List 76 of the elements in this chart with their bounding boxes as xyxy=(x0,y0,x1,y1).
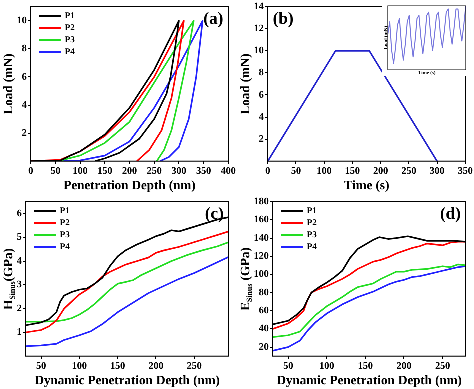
x-tick-label: 0 xyxy=(266,166,270,177)
legend-label: P2 xyxy=(307,217,318,228)
y-tick-label: 120 xyxy=(254,251,269,262)
x-tick-label: 50 xyxy=(36,360,46,372)
annotation: (b) xyxy=(273,8,294,28)
y-tick-label: 2 xyxy=(22,128,27,139)
y-tick-label: 20 xyxy=(259,342,269,353)
y-tick-label: 2 xyxy=(17,303,22,314)
legend-label: P1 xyxy=(65,10,76,20)
x-tick-label: 300 xyxy=(430,166,445,177)
y-tick-label: 140 xyxy=(254,232,269,244)
x-tick-label: 250 xyxy=(402,166,417,177)
y-tick-label: 60 xyxy=(259,306,269,317)
x-tick-label: 150 xyxy=(110,360,126,372)
x-tick-label: 150 xyxy=(358,360,374,372)
y-tick-label: 8 xyxy=(22,44,27,55)
y-tick-label: 80 xyxy=(259,287,269,298)
x-tick-label: 50 xyxy=(291,166,302,177)
x-axis-title: Penetration Depth (nm) xyxy=(64,178,196,193)
y-tick-label: 100 xyxy=(254,269,269,280)
y-tick-label: 180 xyxy=(254,196,269,208)
y-tick-label: 2 xyxy=(259,134,264,145)
y-tick-label: 10 xyxy=(254,46,264,57)
x-tick-label: 0 xyxy=(28,166,34,177)
x-tick-label: 250 xyxy=(435,360,450,372)
legend-label: P1 xyxy=(60,205,70,216)
x-tick-label: 100 xyxy=(72,166,88,177)
x-axis-title: Dynamic Penetration Depth (nm) xyxy=(34,372,220,388)
y-tick-label: 14 xyxy=(254,2,264,13)
legend-label: P2 xyxy=(65,22,76,32)
x-tick-label: 100 xyxy=(316,166,332,177)
y-tick-label: 4 xyxy=(259,112,264,123)
x-tick-label: 350 xyxy=(196,166,212,177)
x-axis-title: Dynamic Penetration Depth (nm) xyxy=(276,372,462,388)
legend-label: P3 xyxy=(307,229,318,240)
y-tick-label: 4 xyxy=(22,100,27,111)
x-tick-label: 150 xyxy=(345,166,360,177)
legend-label: P2 xyxy=(60,217,70,228)
x-tick-label: 200 xyxy=(373,166,388,177)
annotation: (c) xyxy=(205,204,224,223)
x-tick-label: 50 xyxy=(50,166,61,177)
x-tick-label: 350 xyxy=(458,166,473,177)
x-tick-label: 50 xyxy=(283,360,294,372)
legend-label: P4 xyxy=(307,241,318,252)
y-axis-title: Load (mN) xyxy=(237,54,252,115)
annotation: (a) xyxy=(204,8,224,28)
x-tick-label: 100 xyxy=(320,360,335,372)
y-tick-label: 3 xyxy=(17,280,22,291)
x-tick-label: 300 xyxy=(172,166,187,177)
legend-label: P3 xyxy=(60,229,70,240)
y-axis-title: Load (mN) xyxy=(0,54,16,115)
y-tick-label: 6 xyxy=(17,208,22,220)
legend-label: P3 xyxy=(65,34,76,44)
x-tick-label: 400 xyxy=(221,166,236,177)
x-tick-label: 200 xyxy=(396,360,412,372)
x-tick-label: 250 xyxy=(187,360,202,372)
legend-label: P4 xyxy=(60,241,70,252)
x-tick-label: 150 xyxy=(98,166,113,177)
x-tick-label: 200 xyxy=(122,166,138,177)
y-tick-label: 5 xyxy=(17,232,22,244)
y-tick-label: 6 xyxy=(259,90,264,101)
x-tick-label: 250 xyxy=(146,166,162,177)
y-tick-label: 12 xyxy=(254,24,264,35)
y-tick-label: 8 xyxy=(259,68,264,79)
x-tick-label: 100 xyxy=(72,360,88,372)
annotation: (d) xyxy=(440,204,461,223)
legend-label: P1 xyxy=(307,205,318,216)
y-tick-label: 4 xyxy=(17,256,22,267)
x-axis-title: Time (s) xyxy=(344,178,390,193)
y-tick-label: 160 xyxy=(254,214,269,226)
y-tick-label: 6 xyxy=(22,72,27,83)
legend-label: P4 xyxy=(65,46,76,56)
x-tick-label: 200 xyxy=(148,360,164,372)
y-tick-label: 40 xyxy=(259,324,269,335)
y-tick-label: 1 xyxy=(17,327,22,338)
y-tick-label: 10 xyxy=(17,16,27,27)
